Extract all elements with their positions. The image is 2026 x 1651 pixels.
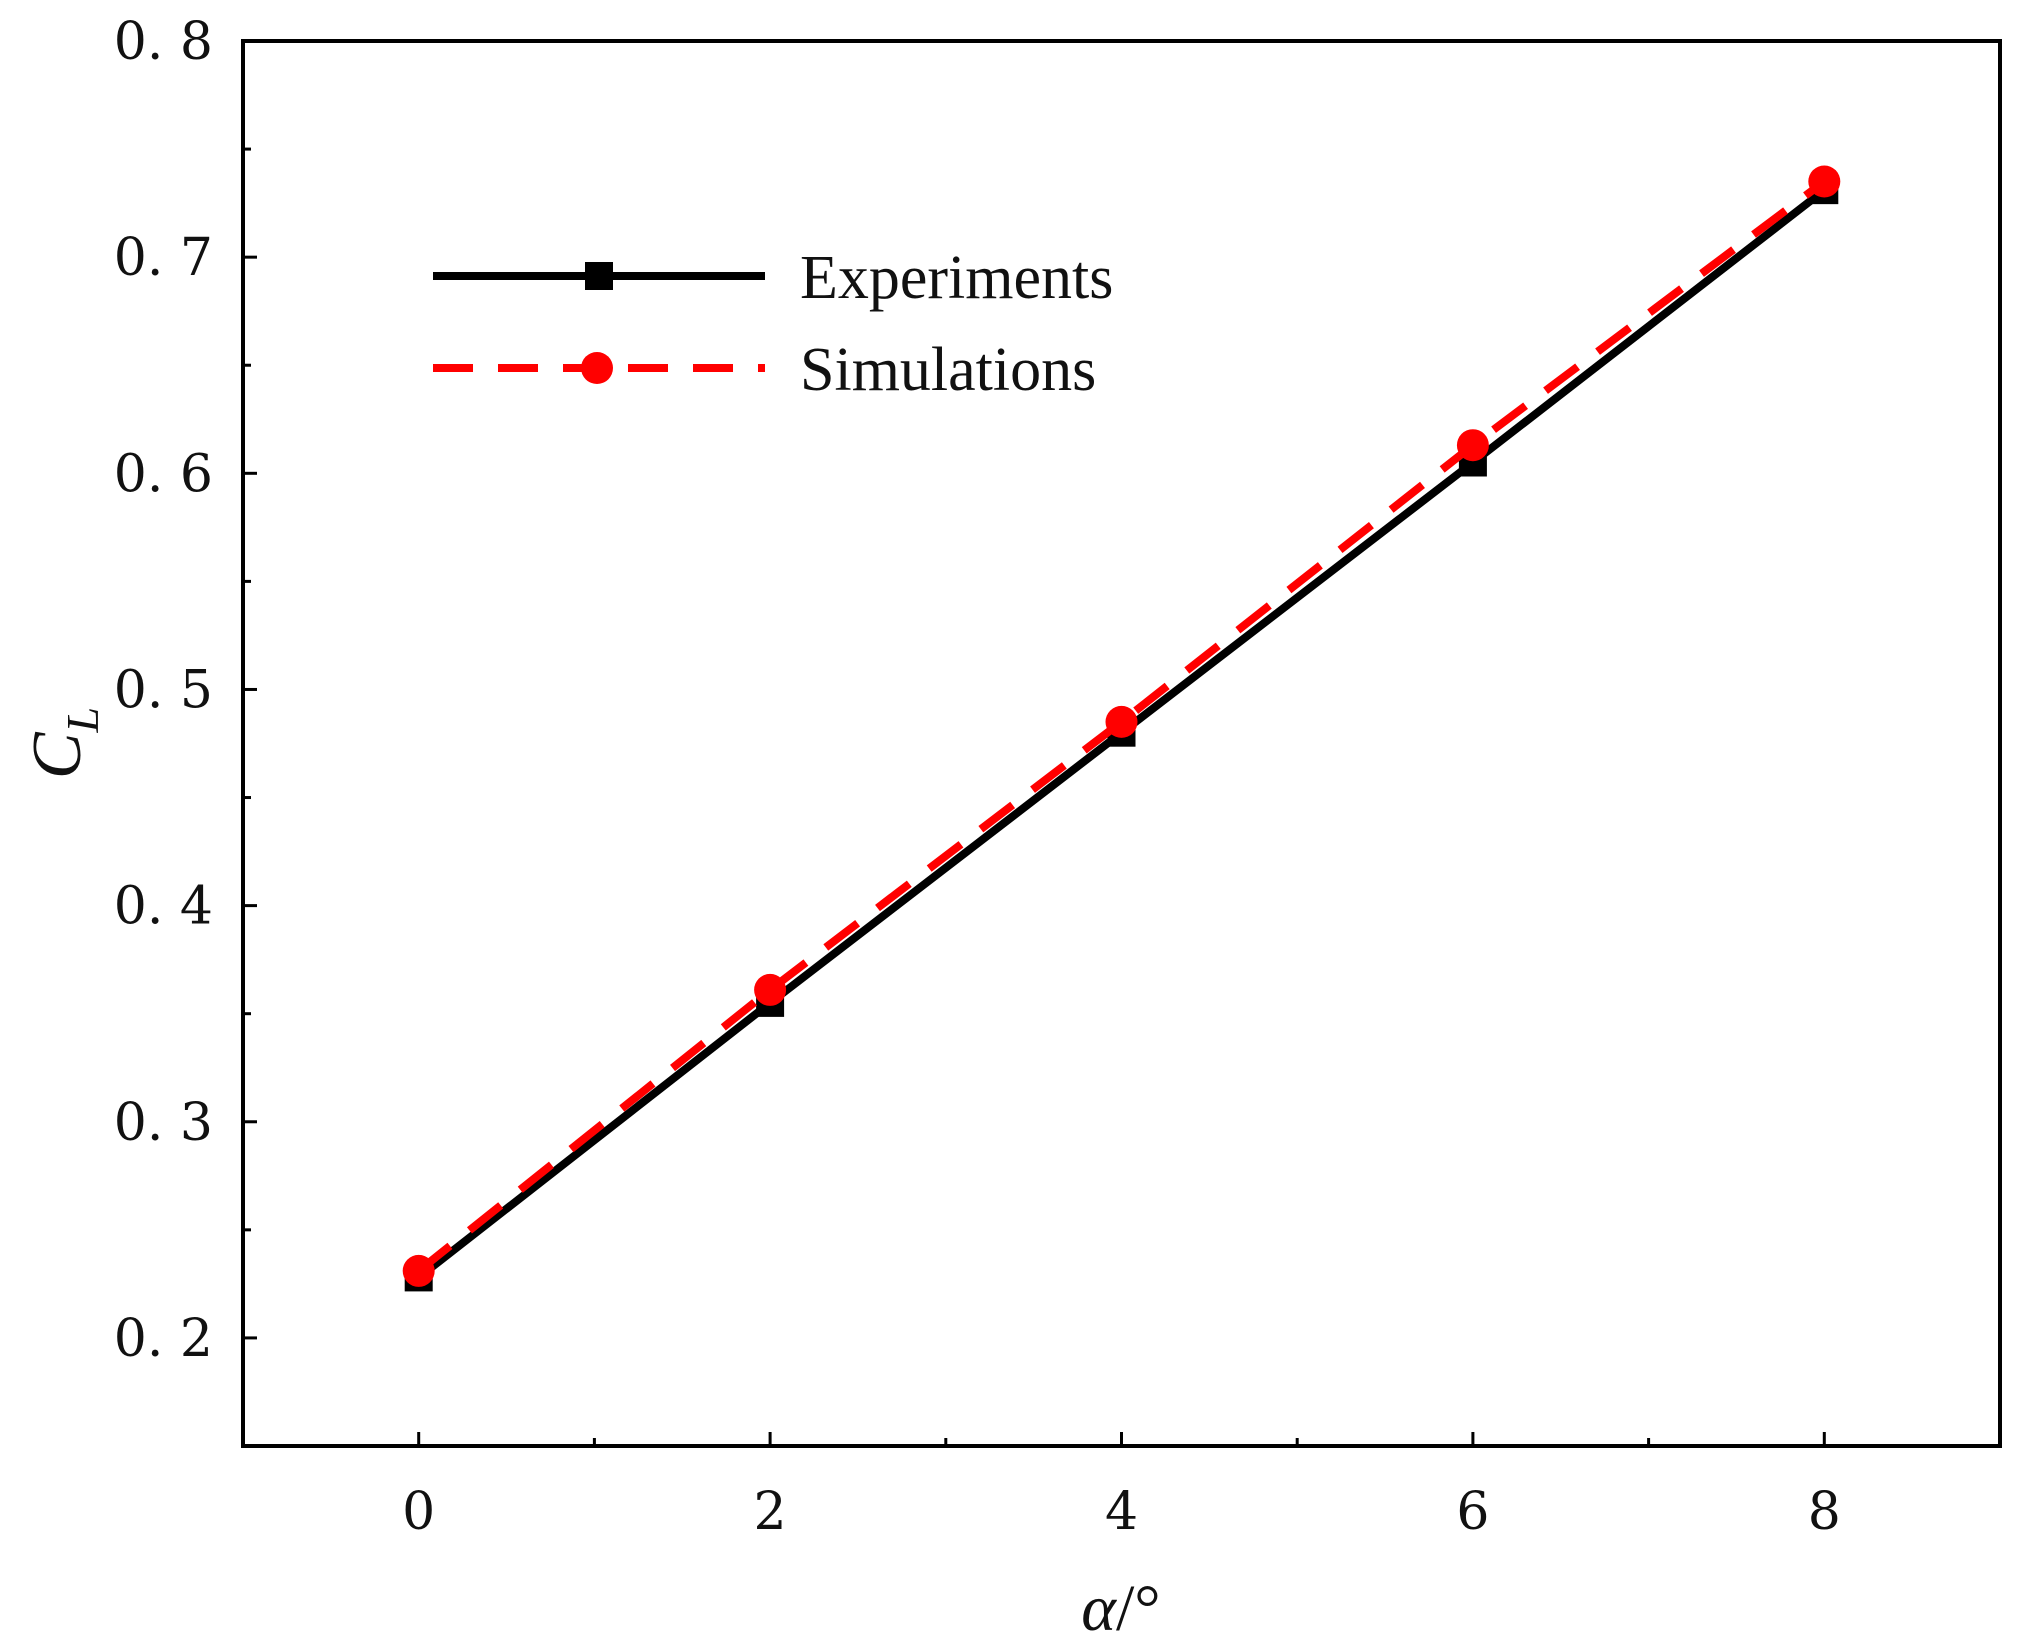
y-axis-title: CL [19,707,108,779]
x-tick-label: 0 [402,1482,435,1542]
x-tick-label: 2 [754,1482,787,1542]
data-point-simulations [1105,705,1138,738]
y-tick-label: 0. 8 [114,12,213,72]
y-axis-symbol: C [19,731,96,779]
series-line-simulations [416,178,1827,1275]
x-axis-unit: /° [1116,1572,1161,1645]
legend-experiments-label: Experiments [800,244,1113,312]
data-point-simulations [754,973,787,1006]
y-tick-label: 0. 5 [114,660,213,720]
x-tick-label: 4 [1105,1482,1138,1542]
x-tick-label: 6 [1456,1482,1489,1542]
y-tick-label: 0. 6 [114,444,213,504]
y-tick-label: 0. 3 [114,1093,213,1153]
data-point-simulations [1808,165,1841,198]
y-axis-ticks: 0. 2 0. 3 0. 4 0. 5 0. 6 0. 7 0. 8 [114,12,257,1369]
y-tick-label: 0. 4 [114,877,213,937]
x-axis-symbol: α [1081,1572,1117,1645]
legend-experiments-marker [585,262,613,290]
legend-simulations-marker [581,352,613,384]
y-axis-subscript: L [57,707,108,734]
x-axis-ticks: 0 2 4 6 8 [402,1432,1841,1542]
data-point-simulations [1456,429,1489,462]
series-layer [402,165,1841,1292]
x-axis-title: α/° [1081,1572,1160,1645]
y-tick-label: 0. 7 [114,228,213,288]
x-tick-label: 8 [1808,1482,1841,1542]
legend: Experiments Simulations [433,244,1113,404]
legend-simulations-label: Simulations [800,336,1096,404]
data-point-simulations [402,1254,435,1287]
y-tick-label: 0. 2 [114,1309,213,1369]
